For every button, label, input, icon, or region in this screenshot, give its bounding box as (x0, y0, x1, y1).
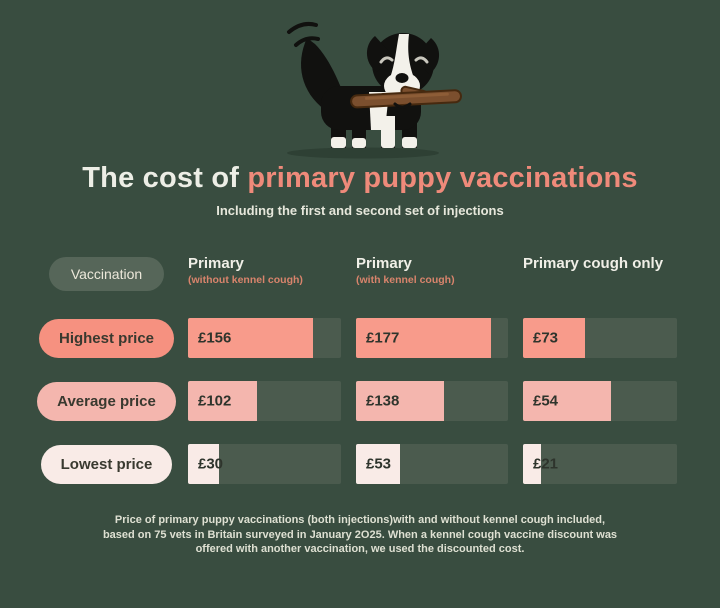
bar-value: £53 (366, 455, 392, 473)
bar-fill (356, 318, 492, 358)
bar-fill (356, 444, 401, 484)
bar-highest-with-kennel-cough: £177 (356, 318, 508, 358)
page-subtitle: Including the first and second set of in… (216, 203, 504, 218)
bar-lowest-with-kennel-cough: £53 (356, 444, 508, 484)
column-title: Primary (356, 255, 412, 272)
price-table: Vaccination Primary (without kennel coug… (37, 253, 680, 484)
source-note-line: Price of primary puppy vaccinations (bot… (114, 514, 606, 526)
column-title: Primary (188, 255, 244, 272)
page-title: The cost of primary puppy vaccinations (0, 162, 720, 195)
bar-value: £21 (533, 455, 559, 473)
column-header-primary-without: Primary (without kennel cough) (188, 253, 341, 295)
column-header-primary-with: Primary (with kennel cough) (356, 253, 508, 295)
bar-value: £177 (366, 329, 400, 347)
bar-lowest-without-kennel-cough: £30 (188, 444, 341, 484)
column-title: Primary cough only (523, 255, 664, 272)
bar-fill (188, 381, 257, 421)
bar-value: £54 (533, 392, 559, 410)
column-subtitle: (without kennel cough) (188, 274, 303, 286)
bar-highest-without-kennel-cough: £156 (188, 318, 341, 358)
column-header-cough-only: Primary cough only (523, 253, 677, 295)
source-note-line: offered with another vaccination, we use… (195, 543, 525, 555)
source-note: Price of primary puppy vaccinations (bot… (0, 513, 720, 557)
bar-value: £30 (198, 455, 224, 473)
bar-value: £73 (533, 329, 559, 347)
column-subtitle: (with kennel cough) (356, 274, 455, 286)
highest-price-pill: Highest price (38, 318, 175, 358)
average-price-pill: Average price (37, 381, 176, 421)
row-label-highest: Highest price (38, 318, 175, 358)
bar-fill (523, 444, 542, 484)
title-highlight: primary puppy vaccinations (247, 162, 638, 194)
row-label-lowest: Lowest price (40, 444, 173, 484)
bar-average-cough-only: £54 (523, 381, 677, 421)
bar-value: £156 (198, 329, 232, 347)
bar-fill (188, 318, 314, 358)
dog-illustration (0, 12, 720, 160)
title-prefix: The cost of (82, 162, 248, 194)
bar-lowest-cough-only: £21 (523, 444, 677, 484)
dog-with-stick-icon (287, 21, 462, 159)
bar-average-without-kennel-cough: £102 (188, 381, 341, 421)
bar-fill (188, 444, 219, 484)
bar-highest-cough-only: £73 (523, 318, 677, 358)
bar-value: £138 (366, 392, 400, 410)
vaccination-header-cell: Vaccination (40, 253, 173, 295)
source-note-line: based on 75 vets in Britain surveyed in … (102, 528, 618, 541)
lowest-price-pill: Lowest price (40, 444, 173, 484)
bar-fill (523, 381, 611, 421)
vaccination-pill: Vaccination (48, 257, 165, 291)
bar-value: £102 (198, 392, 232, 410)
row-label-average: Average price (37, 381, 176, 421)
bar-fill (356, 381, 445, 421)
bar-average-with-kennel-cough: £138 (356, 381, 508, 421)
bar-fill (523, 318, 585, 358)
